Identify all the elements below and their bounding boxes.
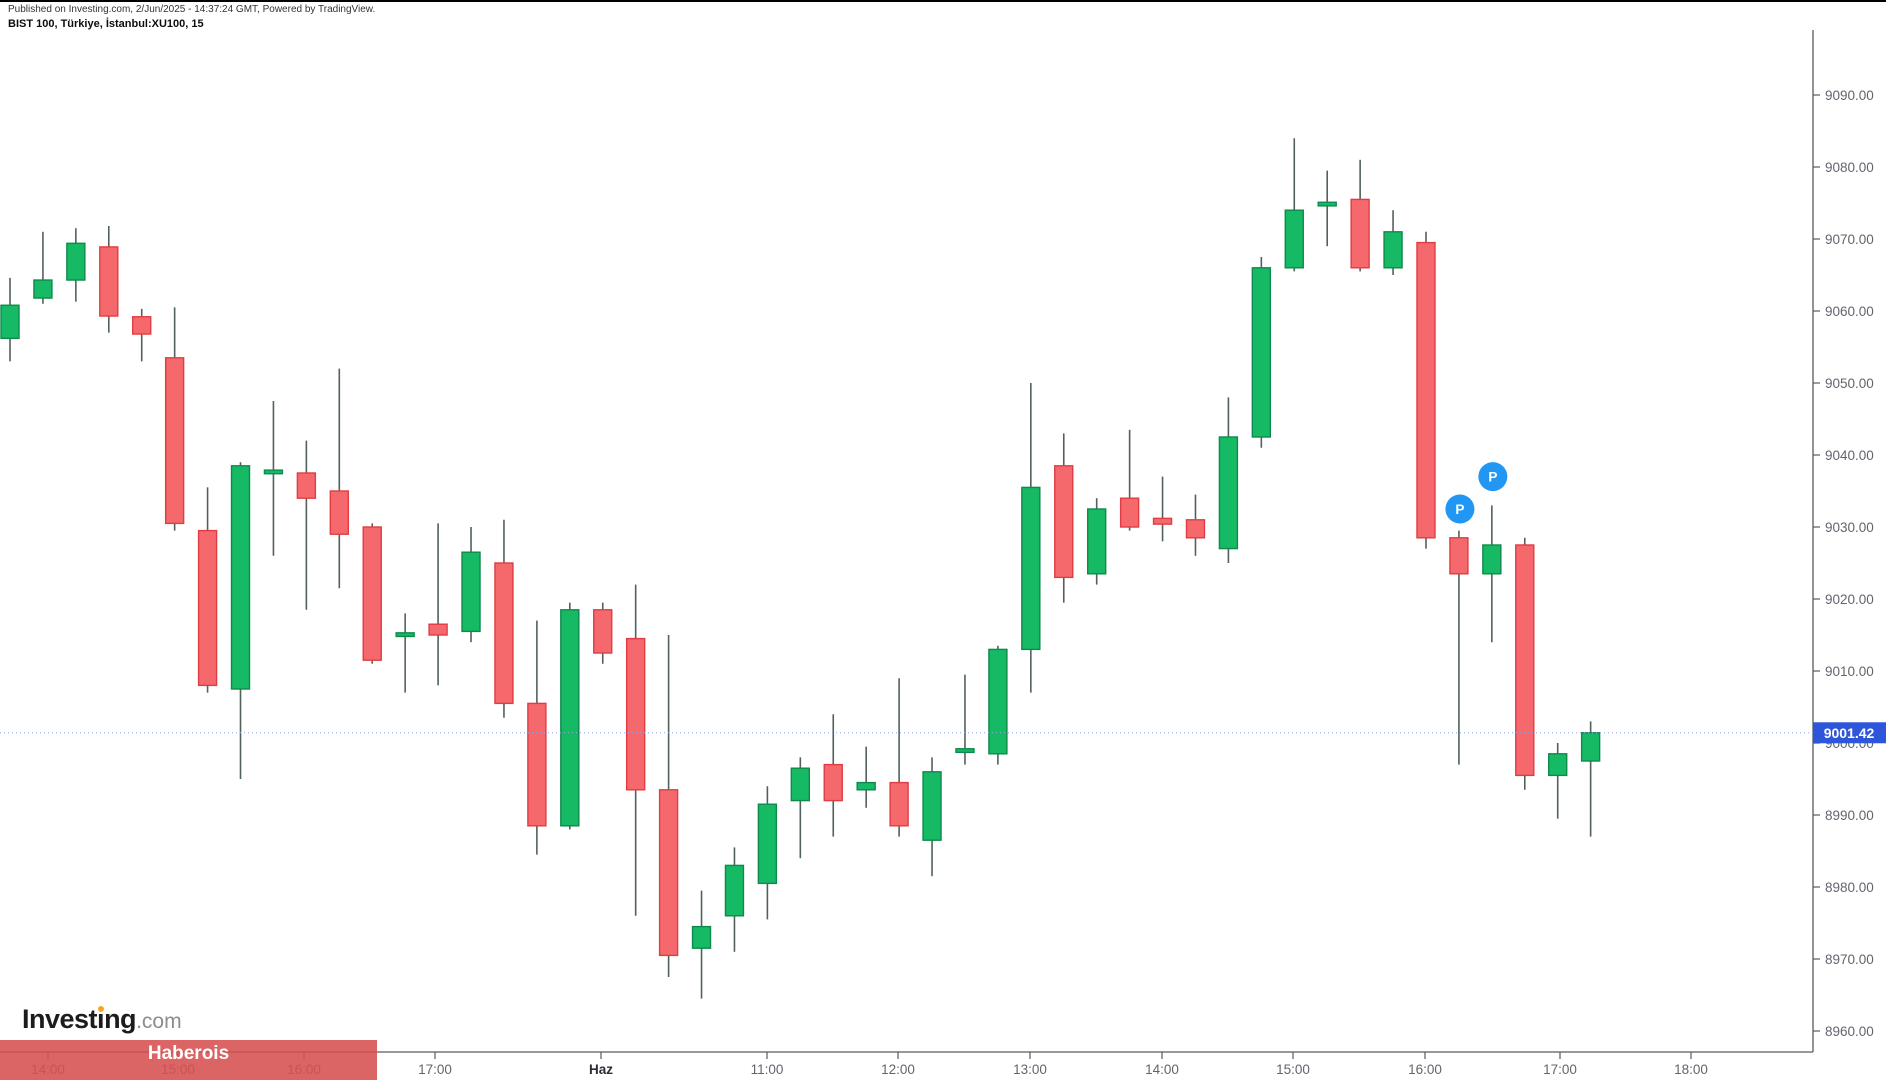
- candle-body-down: [428, 623, 448, 636]
- axes-layer: [0, 30, 1814, 1053]
- instrument-title: BIST 100, Türkiye, İstanbul:XU100, 15: [8, 18, 204, 30]
- price-tick-label: 9080.00: [1825, 160, 1874, 175]
- candle-body-down: [296, 472, 317, 499]
- time-tick-label: 15:00: [1276, 1062, 1310, 1077]
- candle-body-up: [790, 767, 811, 802]
- price-tick-label: 8970.00: [1825, 952, 1874, 967]
- candle-body-down: [1416, 241, 1436, 539]
- investing-com-watermark: Investı ng.com: [22, 1004, 182, 1035]
- news-pin-marker[interactable]: P: [1478, 462, 1508, 492]
- candle-body-up: [757, 803, 778, 885]
- last-price-layer: 9001.42: [0, 722, 1886, 744]
- news-pin-letter: P: [1488, 470, 1497, 485]
- candle-body-up: [1580, 732, 1601, 762]
- candle-body-down: [1185, 519, 1206, 539]
- news-pin-circle[interactable]: [1445, 494, 1475, 524]
- price-tick-label: 9020.00: [1825, 592, 1874, 607]
- candle-body-down: [1119, 497, 1140, 528]
- last-price-badge: [1813, 722, 1886, 744]
- candle-body-down: [823, 763, 843, 802]
- candle-body-up: [922, 771, 942, 841]
- haberois-overlay-badge: Haberois: [0, 1040, 377, 1080]
- price-tick-label: 8990.00: [1825, 808, 1874, 823]
- candle-body-up: [33, 279, 53, 299]
- price-axis[interactable]: 9090.00 9080.00 9070.00 9060.00 9050.00 9040.…: [1813, 88, 1874, 1039]
- candle-body-up: [263, 469, 284, 475]
- last-price-badge-label: 9001.42: [1824, 725, 1875, 741]
- candle-body-down: [889, 781, 909, 827]
- candle-body-up: [691, 925, 712, 949]
- candle-body-down: [593, 609, 613, 654]
- candle-body-up: [230, 465, 251, 690]
- price-tick-label: 9090.00: [1825, 88, 1874, 103]
- logo-text: Investı ng: [22, 1004, 137, 1034]
- logo-suffix: .com: [136, 1010, 182, 1033]
- candle-body-up: [1086, 508, 1107, 575]
- logo-orange-dot-icon: [97, 1006, 104, 1012]
- time-tick-label: 17:00: [418, 1062, 452, 1077]
- time-tick-label: 12:00: [881, 1062, 915, 1077]
- candle-body-down: [625, 637, 646, 791]
- candle-body-down: [132, 316, 152, 335]
- candle-body-down: [527, 702, 547, 827]
- time-tick-label: 14:00: [1145, 1062, 1179, 1077]
- candle-body-up: [1021, 486, 1041, 651]
- candle-body-up: [988, 648, 1008, 755]
- candle-body-down: [1152, 517, 1173, 525]
- news-pin-letter: P: [1455, 502, 1464, 517]
- candle-body-down: [329, 490, 349, 535]
- price-tick-label: 9010.00: [1825, 664, 1874, 679]
- candle-body-down: [1054, 465, 1074, 579]
- haberois-label: Haberois: [147, 1043, 230, 1064]
- price-tick-label: 8980.00: [1825, 880, 1874, 895]
- time-tick-label: 13:00: [1013, 1062, 1047, 1077]
- candle-body-up: [0, 304, 20, 340]
- candle-body-up: [66, 242, 86, 281]
- top-border-rule: [0, 0, 1886, 2]
- candle-body-down: [1350, 198, 1370, 269]
- news-markers-layer: PP: [1445, 462, 1508, 524]
- price-tick-label: 8960.00: [1825, 1024, 1874, 1039]
- price-tick-label: 9040.00: [1825, 448, 1874, 463]
- candle-body-up: [560, 609, 580, 827]
- candle-body-up: [1548, 753, 1568, 777]
- candles-layer: [0, 138, 1601, 999]
- candle-body-down: [658, 789, 679, 957]
- candle-body-up: [1251, 267, 1272, 438]
- candle-body-up: [461, 551, 481, 633]
- candle-body-down: [197, 529, 218, 687]
- candle-body-down: [494, 562, 514, 705]
- candle-body-down: [1449, 537, 1469, 575]
- candle-body-up: [1317, 201, 1337, 207]
- price-tick-label: 9060.00: [1825, 304, 1874, 319]
- candle-body-down: [362, 526, 382, 661]
- candle-body-up: [1482, 544, 1502, 575]
- price-tick-label: 9070.00: [1825, 232, 1874, 247]
- time-tick-label: 11:00: [751, 1062, 784, 1077]
- time-tick-label: Haz: [589, 1062, 613, 1077]
- news-pin-circle[interactable]: [1478, 462, 1508, 492]
- price-tick-label: 9050.00: [1825, 376, 1874, 391]
- candle-body-up: [1284, 209, 1304, 269]
- candle-body-up: [395, 632, 415, 638]
- candle-body-up: [1383, 231, 1403, 269]
- published-attribution-line: Published on Investing.com, 2/Jun/2025 -…: [8, 4, 376, 15]
- news-pin-marker[interactable]: P: [1445, 494, 1475, 524]
- candle-body-down: [164, 357, 185, 525]
- time-tick-label: 16:00: [1408, 1062, 1442, 1077]
- time-tick-label: 18:00: [1674, 1062, 1708, 1077]
- candle-body-up: [856, 781, 876, 791]
- candle-body-down: [99, 246, 119, 317]
- candle-body-up: [724, 864, 745, 917]
- time-tick-label: 17:00: [1543, 1062, 1577, 1077]
- candle-body-up: [1218, 436, 1239, 550]
- candle-body-down: [1515, 544, 1535, 777]
- price-tick-label: 9030.00: [1825, 520, 1874, 535]
- candle-body-up: [955, 748, 975, 754]
